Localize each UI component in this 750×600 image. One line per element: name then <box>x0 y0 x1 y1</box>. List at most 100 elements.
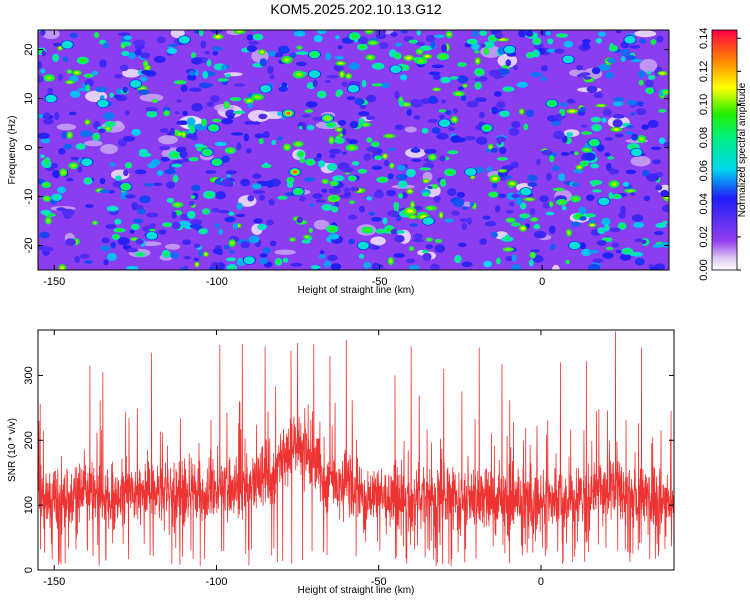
heatmap-speckle <box>253 218 263 224</box>
heatmap-speckle-core <box>227 148 234 153</box>
heatmap-speckle <box>512 64 519 71</box>
heatmap-peak <box>547 100 557 107</box>
heatmap-speckle-core <box>254 95 261 99</box>
heatmap-speckle <box>650 146 662 151</box>
heatmap-peak <box>562 55 574 64</box>
colorbar-ticks: 0.00 0.02 0.04 0.06 0.08 0.10 0.12 0.14 <box>698 28 741 281</box>
heatmap-speckle-core <box>93 221 97 224</box>
heatmap-speckle <box>452 198 465 208</box>
heatmap-speckle <box>573 169 584 174</box>
heatmap-speckle <box>246 148 252 154</box>
heatmap-speckle <box>460 95 467 101</box>
heatmap-speckle-core <box>567 230 571 235</box>
heatmap-low-patch <box>122 68 141 78</box>
heatmap-speckle <box>394 234 405 243</box>
heatmap-speckle <box>198 250 203 257</box>
heatmap-speckle <box>441 44 448 53</box>
heatmap-speckle-core <box>214 119 220 122</box>
heatmap-speckle-core <box>373 142 378 146</box>
heatmap-speckle <box>368 244 377 250</box>
heatmap-speckle <box>179 267 187 270</box>
heatmap-speckle-core <box>360 119 364 123</box>
heatmap-speckle <box>503 165 514 171</box>
heatmap-speckle <box>612 101 624 107</box>
heatmap-speckle <box>511 254 517 262</box>
heatmap-speckle <box>193 243 201 248</box>
heatmap-low-patch <box>551 264 560 270</box>
heatmap-speckle <box>225 109 236 118</box>
heatmap-speckle <box>313 35 323 43</box>
heatmap-speckle <box>458 242 467 247</box>
heatmap-speckle-core <box>367 138 371 142</box>
heatmap-speckle <box>463 135 476 141</box>
heatmap-speckle-core <box>501 112 508 116</box>
heatmap-speckle <box>328 148 342 155</box>
heatmap-speckle <box>390 228 397 235</box>
heatmap-speckle <box>549 225 556 234</box>
heatmap-speckle <box>123 35 132 40</box>
heatmap-speckle <box>312 79 318 88</box>
heatmap-speckle-core <box>499 157 506 160</box>
heatmap-speckle <box>567 98 575 104</box>
heatmap-speckle <box>188 201 195 206</box>
heatmap-speckle <box>40 138 51 144</box>
heatmap-speckle <box>459 218 470 222</box>
heatmap-speckle <box>182 239 192 245</box>
heatmap-speckle <box>545 30 551 36</box>
heatmap-peak <box>630 148 643 157</box>
heatmap-speckle <box>293 30 306 37</box>
heatmap-speckle-core <box>86 74 92 77</box>
heatmap-peak <box>323 115 332 121</box>
heatmap-speckle <box>69 90 81 98</box>
heatmap-speckle-core <box>417 49 422 54</box>
snr-frame <box>37 329 675 571</box>
heatmap-speckle-core <box>200 30 203 35</box>
heatmap-speckle <box>658 137 666 144</box>
heatmap-speckle <box>366 146 379 152</box>
heatmap-speckle <box>498 146 507 155</box>
heatmap-speckle-core <box>195 263 199 266</box>
heatmap-speckle <box>530 72 543 78</box>
heatmap-speckle <box>190 219 203 225</box>
heatmap-speckle <box>305 101 318 108</box>
heatmap-speckle <box>439 155 446 162</box>
heatmap-speckle-core <box>532 218 537 221</box>
heatmap-speckle <box>508 201 515 207</box>
heatmap-speckle-core <box>335 176 342 180</box>
heatmap-speckle-core <box>174 203 181 207</box>
heatmap-speckle <box>620 48 631 57</box>
heatmap-speckle <box>348 62 360 70</box>
heatmap-peak <box>130 80 142 88</box>
heatmap-frame <box>37 29 670 271</box>
heatmap-speckle-core <box>153 100 157 103</box>
heatmap-speckle <box>655 184 663 191</box>
heatmap-speckle <box>170 127 175 136</box>
heatmap-y-axis: -20 -10 0 10 20 <box>23 43 669 253</box>
heatmap-speckle-core <box>300 159 304 162</box>
heatmap-peak <box>482 124 492 132</box>
heatmap-speckle <box>558 173 566 182</box>
heatmap-speckle <box>345 137 350 142</box>
heatmap-speckle-core <box>307 160 313 164</box>
heatmap-speckle-core <box>116 229 123 232</box>
heatmap-speckle-core <box>389 259 393 264</box>
heatmap-speckle <box>233 83 246 87</box>
heatmap-y-tick-label: -20 <box>23 238 35 254</box>
heatmap-speckle <box>252 190 265 194</box>
heatmap-speckle <box>580 124 588 128</box>
heatmap-speckle <box>333 63 344 72</box>
heatmap-speckle <box>236 213 246 218</box>
heatmap-speckle-core <box>45 159 49 164</box>
heatmap-speckle-core <box>370 41 376 44</box>
heatmap-speckle-core <box>340 72 344 77</box>
heatmap-speckle-core <box>383 219 387 223</box>
colorbar-tick-label: 0.00 <box>698 259 710 280</box>
heatmap-speckle-core <box>400 182 406 187</box>
heatmap-speckle <box>180 84 188 93</box>
heatmap-speckle <box>170 252 180 259</box>
heatmap-speckle <box>491 231 498 238</box>
heatmap-speckle <box>38 61 43 69</box>
heatmap-speckle-core <box>353 162 358 165</box>
heatmap-speckle <box>376 189 382 193</box>
heatmap-speckle <box>436 132 449 140</box>
